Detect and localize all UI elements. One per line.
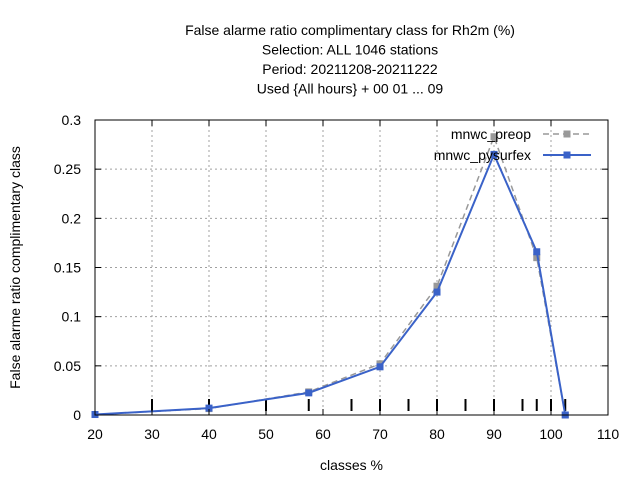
data-point (433, 282, 441, 290)
title-line: False alarme ratio complimentary class f… (185, 22, 515, 38)
y-tick-label: 0.15 (54, 260, 81, 276)
x-tick-label: 110 (597, 426, 620, 442)
y-tick-label: 0.05 (54, 358, 81, 374)
y-axis-label: False alarme ratio complimentary class (7, 146, 23, 389)
series-layer (91, 133, 569, 419)
data-point (533, 254, 541, 262)
y-tick-label: 0.3 (62, 112, 82, 128)
series-mnwc_pysurfex (91, 150, 569, 419)
y-tick-label: 0.1 (62, 309, 82, 325)
legend-label: mnwc_pysurfex (434, 147, 531, 163)
data-point (376, 363, 384, 371)
y-tick-label: 0 (73, 407, 81, 423)
x-axis-label: classes % (320, 457, 383, 473)
legend-label: mnwc_preop (451, 126, 531, 142)
data-point (533, 248, 541, 256)
chart-title: False alarme ratio complimentary class f… (185, 22, 515, 97)
legend: mnwc_preop mnwc_pysurfex (434, 126, 591, 163)
y-axis-ticks: 0 0.05 0.1 0.15 0.2 0.25 0.3 (54, 112, 608, 423)
title-line: Used {All hours} + 00 01 ... 09 (257, 81, 444, 97)
x-tick-label: 30 (144, 426, 160, 442)
data-point (490, 133, 498, 141)
class-markers (151, 399, 567, 411)
legend-marker (563, 151, 571, 159)
legend-marker (563, 130, 571, 138)
x-tick-label: 90 (486, 426, 502, 442)
x-tick-label: 60 (315, 426, 331, 442)
x-axis-ticks: 20 30 40 50 60 70 80 90 100 110 (87, 120, 619, 442)
data-point (205, 404, 213, 412)
y-tick-label: 0.25 (54, 161, 81, 177)
series-line (94, 151, 567, 416)
x-tick-label: 50 (258, 426, 274, 442)
data-point (490, 150, 498, 158)
x-tick-label: 40 (201, 426, 217, 442)
data-point (305, 389, 313, 397)
data-point (433, 288, 441, 296)
series-mnwc_preop (91, 133, 569, 419)
x-tick-label: 70 (372, 426, 388, 442)
x-tick-label: 100 (539, 426, 563, 442)
title-line: Period: 20211208-20211222 (262, 61, 438, 77)
y-tick-label: 0.2 (62, 210, 82, 226)
series-line (94, 134, 566, 416)
grid (95, 120, 608, 415)
title-line: Selection: ALL 1046 stations (262, 42, 438, 58)
x-tick-label: 20 (87, 426, 103, 442)
x-tick-label: 80 (429, 426, 445, 442)
